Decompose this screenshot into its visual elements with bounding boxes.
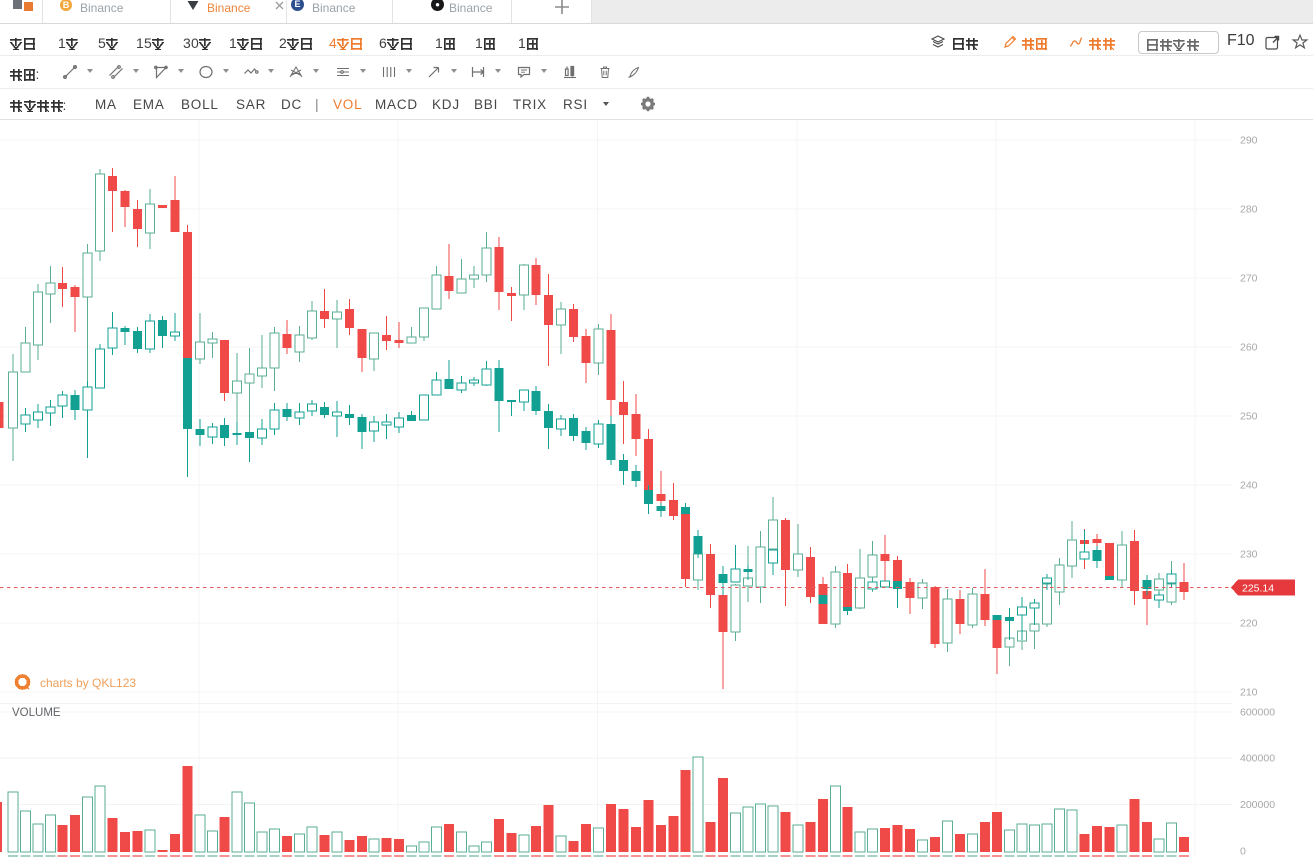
svg-text:400000: 400000 (1240, 753, 1275, 765)
svg-text:600000: 600000 (1240, 707, 1275, 719)
svg-text:250: 250 (1240, 411, 1258, 423)
svg-text:0: 0 (1240, 846, 1246, 857)
svg-text:220: 220 (1240, 618, 1258, 630)
svg-text:230: 230 (1240, 549, 1258, 561)
svg-text:200000: 200000 (1240, 799, 1275, 811)
svg-text:225.14: 225.14 (1242, 583, 1274, 595)
svg-text:260: 260 (1240, 342, 1258, 354)
svg-text:210: 210 (1240, 687, 1258, 699)
svg-text:280: 280 (1240, 204, 1258, 216)
svg-text:240: 240 (1240, 480, 1258, 492)
svg-text:290: 290 (1240, 135, 1258, 147)
svg-text:charts by QKL123: charts by QKL123 (40, 676, 136, 690)
svg-text:VOLUME: VOLUME (12, 707, 61, 719)
svg-text:270: 270 (1240, 273, 1258, 285)
